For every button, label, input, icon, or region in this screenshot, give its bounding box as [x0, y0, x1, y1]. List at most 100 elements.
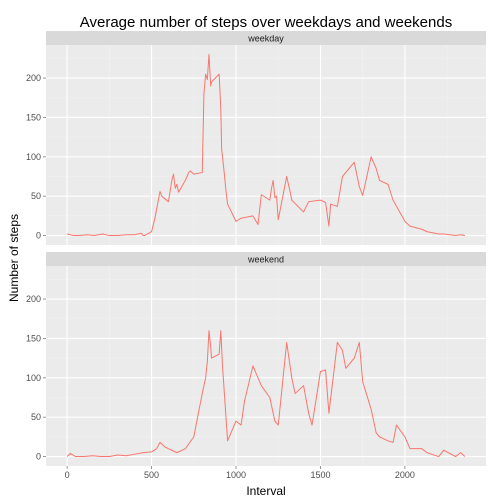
data-point	[261, 194, 262, 195]
data-point	[168, 448, 169, 449]
data-point	[362, 195, 363, 196]
data-point	[185, 180, 186, 181]
data-point	[222, 365, 223, 366]
data-point	[109, 456, 110, 457]
data-point	[205, 377, 206, 378]
data-point	[464, 456, 465, 457]
chart-title: Average number of steps over weekdays an…	[80, 14, 452, 31]
data-point	[173, 174, 174, 175]
data-point	[269, 397, 270, 398]
data-point	[328, 226, 329, 227]
data-point	[345, 368, 346, 369]
data-point	[421, 229, 422, 230]
data-point	[286, 176, 287, 177]
data-point	[151, 451, 152, 452]
data-point	[443, 450, 444, 451]
data-point	[143, 452, 144, 453]
data-point	[325, 369, 326, 370]
data-point	[126, 455, 127, 456]
data-point	[161, 196, 162, 197]
data-point	[311, 424, 312, 425]
data-point	[291, 200, 292, 201]
y-tick-label: 0	[36, 452, 41, 462]
data-point	[337, 342, 338, 343]
data-point	[175, 188, 176, 189]
data-point	[109, 235, 110, 236]
data-point	[261, 385, 262, 386]
data-point	[193, 436, 194, 437]
data-point	[188, 172, 189, 173]
data-point	[359, 342, 360, 343]
data-point	[134, 234, 135, 235]
data-point	[371, 156, 372, 157]
data-point	[291, 377, 292, 378]
data-point	[227, 203, 228, 204]
panel-weekend: weekend 0 50 100 150 200	[26, 252, 486, 466]
data-point	[303, 385, 304, 386]
data-point	[274, 421, 275, 422]
data-point	[70, 453, 71, 454]
data-point	[376, 168, 377, 169]
data-point	[141, 233, 142, 234]
data-point	[240, 218, 241, 219]
data-point	[295, 393, 296, 394]
data-point	[396, 424, 397, 425]
strip-weekday	[46, 31, 486, 45]
y-tick-label: 100	[26, 152, 41, 162]
data-point	[308, 201, 309, 202]
x-tick-label: 1500	[310, 470, 330, 480]
data-point	[117, 454, 118, 455]
data-point	[443, 233, 444, 234]
data-point	[235, 221, 236, 222]
data-point	[193, 174, 194, 175]
data-point	[144, 235, 145, 236]
data-point	[220, 109, 221, 110]
x-tick-label: 500	[144, 470, 159, 480]
data-point	[171, 180, 172, 181]
data-point	[354, 358, 355, 359]
data-point	[67, 456, 68, 457]
data-point	[210, 85, 211, 86]
data-point	[409, 226, 410, 227]
y-tick-label: 0	[36, 231, 41, 241]
data-point	[303, 211, 304, 212]
data-point	[225, 189, 226, 190]
data-point	[219, 74, 220, 75]
data-point	[426, 231, 427, 232]
strip-label-weekday: weekday	[247, 34, 284, 44]
data-point	[274, 197, 275, 198]
data-point	[102, 233, 103, 234]
data-point	[371, 409, 372, 410]
data-point	[252, 365, 253, 366]
data-point	[154, 218, 155, 219]
data-point	[320, 200, 321, 201]
data-point	[404, 436, 405, 437]
data-point	[269, 200, 270, 201]
data-point	[393, 442, 394, 443]
data-point	[126, 234, 127, 235]
data-point	[100, 456, 101, 457]
data-point	[426, 452, 427, 453]
data-point	[359, 186, 360, 187]
data-point	[438, 233, 439, 234]
data-point	[202, 393, 203, 394]
data-point	[387, 440, 388, 441]
data-point	[393, 200, 394, 201]
data-point	[278, 424, 279, 425]
data-point	[94, 235, 95, 236]
data-point	[171, 450, 172, 451]
data-point	[421, 448, 422, 449]
data-point	[278, 219, 279, 220]
data-point	[330, 203, 331, 204]
data-point	[211, 81, 212, 82]
panel-background-weekday	[46, 45, 486, 245]
data-point	[210, 346, 211, 347]
y-tick-label: 150	[26, 112, 41, 122]
data-point	[325, 202, 326, 203]
data-point	[404, 221, 405, 222]
strip-label-weekend: weekend	[247, 255, 284, 265]
data-point	[158, 200, 159, 201]
y-tick-label: 50	[31, 191, 41, 201]
data-point	[207, 79, 208, 80]
y-tick-label: 50	[31, 412, 41, 422]
